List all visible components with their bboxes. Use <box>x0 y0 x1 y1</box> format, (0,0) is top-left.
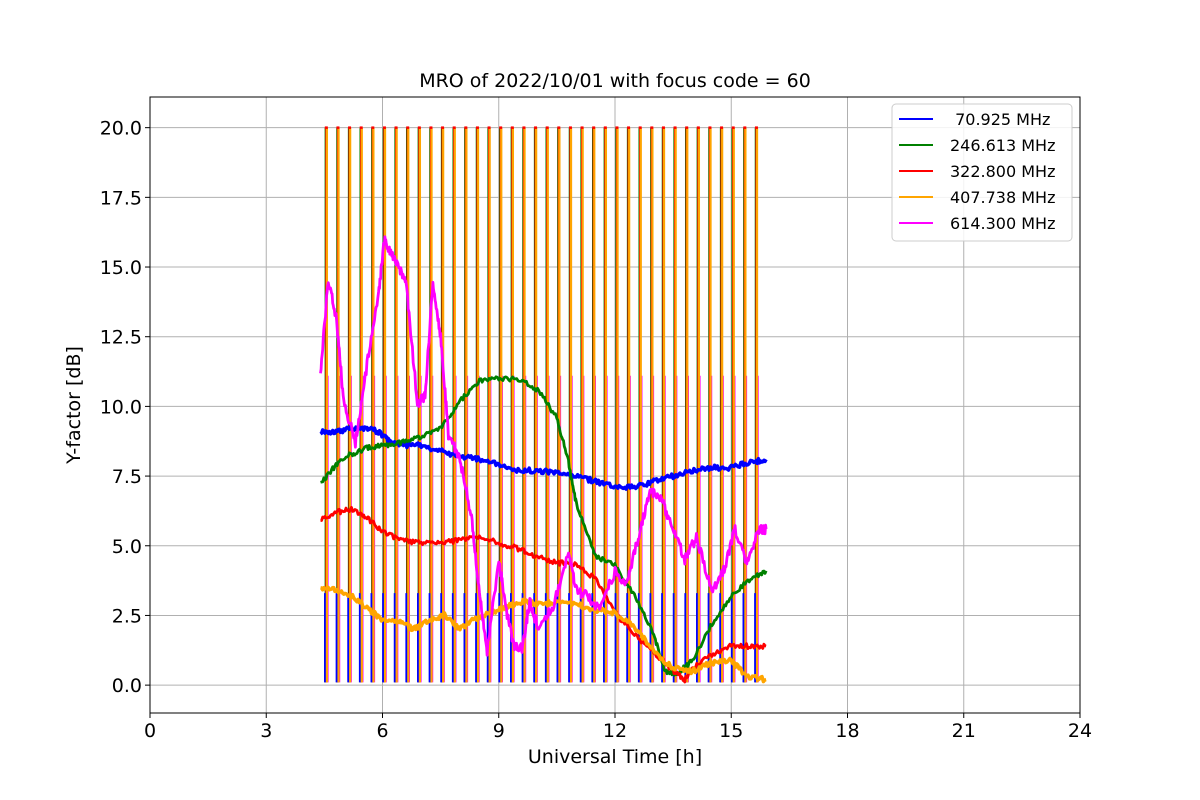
y-tick-label: 0.0 <box>112 675 142 697</box>
series-line-70-925 <box>319 424 768 491</box>
series-line-246-613 <box>320 375 768 677</box>
series-line-407-738 <box>319 585 767 684</box>
legend-entries: 70.925 MHz 246.613 MHz 322.800 MHz 407.738 … <box>899 110 1055 233</box>
y-tick-label: 7.5 <box>112 466 142 488</box>
y-tick-label: 15.0 <box>100 257 142 279</box>
y-axis-label: Y-factor [dB] <box>63 346 85 465</box>
legend-label: 614.300 MHz <box>950 214 1055 233</box>
x-axis-label: Universal Time [h] <box>528 746 702 768</box>
spike-layer <box>324 126 759 683</box>
y-tick-label: 10.0 <box>100 396 142 418</box>
series-line-614-300 <box>319 235 768 657</box>
x-tick-label: 24 <box>1068 720 1092 742</box>
x-tick-label: 3 <box>260 720 272 742</box>
y-tick-label: 2.5 <box>112 605 142 627</box>
y-tick-label: 20.0 <box>100 118 142 140</box>
y-tick-label: 5.0 <box>112 536 142 558</box>
y-tick-label: 17.5 <box>100 187 142 209</box>
legend-label: 246.613 MHz <box>950 136 1055 155</box>
legend: 70.925 MHz 246.613 MHz 322.800 MHz 407.738 … <box>891 103 1073 242</box>
x-tick-label: 21 <box>952 720 976 742</box>
chart-title: MRO of 2022/10/01 with focus code = 60 <box>419 70 811 92</box>
x-tick-label: 0 <box>144 720 156 742</box>
legend-label: 407.738 MHz <box>950 188 1055 207</box>
legend-label: 322.800 MHz <box>950 162 1055 181</box>
x-tick-label: 6 <box>376 720 388 742</box>
x-tick-label: 18 <box>835 720 859 742</box>
series-layer <box>319 235 768 684</box>
y-axis-ticks: 0.0 2.5 5.0 7.5 10.0 12.5 15.0 17.5 20.0 <box>100 118 150 697</box>
x-axis-ticks: 0 3 6 9 12 15 18 21 24 <box>144 713 1092 742</box>
legend-box <box>891 103 1073 242</box>
legend-label: 70.925 MHz <box>950 110 1050 129</box>
x-tick-label: 12 <box>603 720 627 742</box>
x-tick-label: 15 <box>719 720 743 742</box>
y-tick-label: 12.5 <box>100 327 142 349</box>
x-tick-label: 9 <box>493 720 505 742</box>
